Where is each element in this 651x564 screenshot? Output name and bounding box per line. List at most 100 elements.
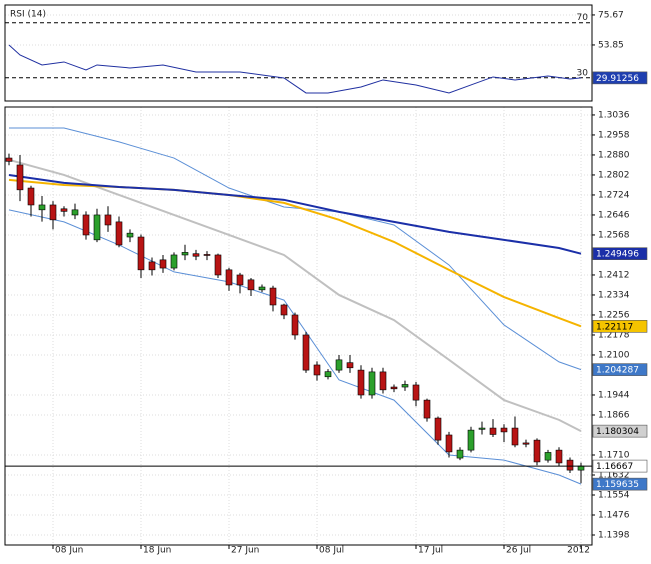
indicator-value-label: 1.249496 xyxy=(596,250,639,260)
candle-body xyxy=(49,204,57,221)
indicator-value-box xyxy=(592,247,648,260)
candle-body xyxy=(137,236,145,271)
candle-body xyxy=(555,449,563,464)
candle-body xyxy=(445,434,453,453)
candle-body xyxy=(203,254,211,256)
candle-body xyxy=(357,369,365,396)
candle-body xyxy=(566,459,574,471)
candle-body xyxy=(126,232,134,238)
candle-body xyxy=(390,386,398,390)
candle-body xyxy=(170,254,178,269)
candle-body xyxy=(82,214,90,236)
indicator-line xyxy=(8,173,582,255)
candle-body xyxy=(269,287,277,306)
indicator-line xyxy=(8,209,582,485)
y-tick-label: 1.1398 xyxy=(598,530,630,540)
y-tick-label: 1.1632 xyxy=(598,470,630,480)
last-value-label: 29.91256 xyxy=(596,74,639,84)
candle-body xyxy=(148,261,156,271)
y-tick-label: 1.2100 xyxy=(598,350,630,360)
candle-body xyxy=(511,427,519,446)
y-tick-label: 1.3036 xyxy=(598,110,630,120)
y-tick-label: 1.2256 xyxy=(598,310,630,320)
candle-body xyxy=(192,253,200,257)
y-tick-label: 1.1944 xyxy=(598,390,630,400)
candle-body xyxy=(214,254,222,276)
indicator-value-box xyxy=(592,363,648,376)
candle-body xyxy=(247,279,255,291)
y-tick-label: 1.1554 xyxy=(598,490,630,500)
x-tick-label: 26 Jul xyxy=(506,546,531,556)
y-tick-label: 1.2958 xyxy=(598,130,630,140)
panel-border xyxy=(4,106,593,546)
candle-body xyxy=(434,417,442,441)
last-price-label: 1.16667 xyxy=(596,462,633,472)
indicator-value-label: 1.180304 xyxy=(596,427,639,437)
candle-body xyxy=(379,371,387,391)
candle-body xyxy=(522,442,530,445)
indicator-line xyxy=(8,158,582,433)
candle-body xyxy=(346,362,354,369)
y-tick-label: 1.2802 xyxy=(598,170,630,180)
indicator-value-box xyxy=(592,424,648,438)
candle-body xyxy=(456,449,464,459)
candle-body xyxy=(115,221,123,246)
candle-body xyxy=(412,384,420,401)
level-label: 30 xyxy=(577,68,589,78)
y-tick-label: 1.2178 xyxy=(598,330,630,340)
candle-body xyxy=(401,384,409,388)
candle-body xyxy=(280,304,288,316)
candle-body xyxy=(544,452,552,461)
candle-body xyxy=(236,274,244,286)
x-tick-label: 08 Jun xyxy=(55,546,83,556)
indicator-line xyxy=(9,127,582,371)
candle-body xyxy=(489,427,497,435)
candle-body xyxy=(93,214,101,241)
x-tick-label: 27 Jun xyxy=(231,546,259,556)
y-tick-label: 1.2724 xyxy=(598,190,630,200)
candle-body xyxy=(16,164,24,191)
y-tick-label: 1.2334 xyxy=(598,290,630,300)
candle-body xyxy=(368,371,376,396)
y-tick-label: 1.1710 xyxy=(598,450,630,460)
last-value-box xyxy=(592,71,648,85)
x-tick-label: 2012 xyxy=(567,546,590,556)
indicator-value-label: 1.204287 xyxy=(596,366,639,376)
y-tick-label: 1.1866 xyxy=(598,410,630,420)
candle-body xyxy=(258,286,266,291)
y-tick-label: 53.85 xyxy=(598,40,624,50)
y-tick-label: 1.1476 xyxy=(598,510,630,520)
y-tick-label: 1.2412 xyxy=(598,270,630,280)
candle-body xyxy=(104,214,112,226)
indicator-value-box xyxy=(592,477,648,491)
candle-body xyxy=(181,252,189,256)
candle-body xyxy=(291,314,299,336)
level-label: 70 xyxy=(577,13,589,23)
x-tick-label: 18 Jun xyxy=(143,546,171,556)
indicator-value-label: 1.22117 xyxy=(596,322,633,332)
candle-body xyxy=(533,439,541,463)
panel-border xyxy=(4,4,593,102)
candle-body xyxy=(225,269,233,286)
panel-title: RSI (14) xyxy=(10,10,46,20)
rsi-line xyxy=(8,44,582,94)
candle-body xyxy=(577,465,585,471)
y-tick-label: 1.2568 xyxy=(598,230,630,240)
y-tick-label: 1.2880 xyxy=(598,150,630,160)
indicator-value-box xyxy=(592,320,648,333)
candle-body xyxy=(302,334,310,371)
candle-body xyxy=(38,204,46,211)
candle-body xyxy=(313,364,321,376)
candle-body xyxy=(478,427,486,430)
y-tick-label: 1.2646 xyxy=(598,210,630,220)
candle-body xyxy=(423,399,431,419)
indicator-value-label: 1.159635 xyxy=(596,480,639,490)
last-price-box xyxy=(592,459,648,473)
candle-body xyxy=(27,187,35,206)
candle-body xyxy=(467,429,475,451)
candle-body xyxy=(500,427,508,433)
x-tick-label: 08 Jul xyxy=(319,546,344,556)
